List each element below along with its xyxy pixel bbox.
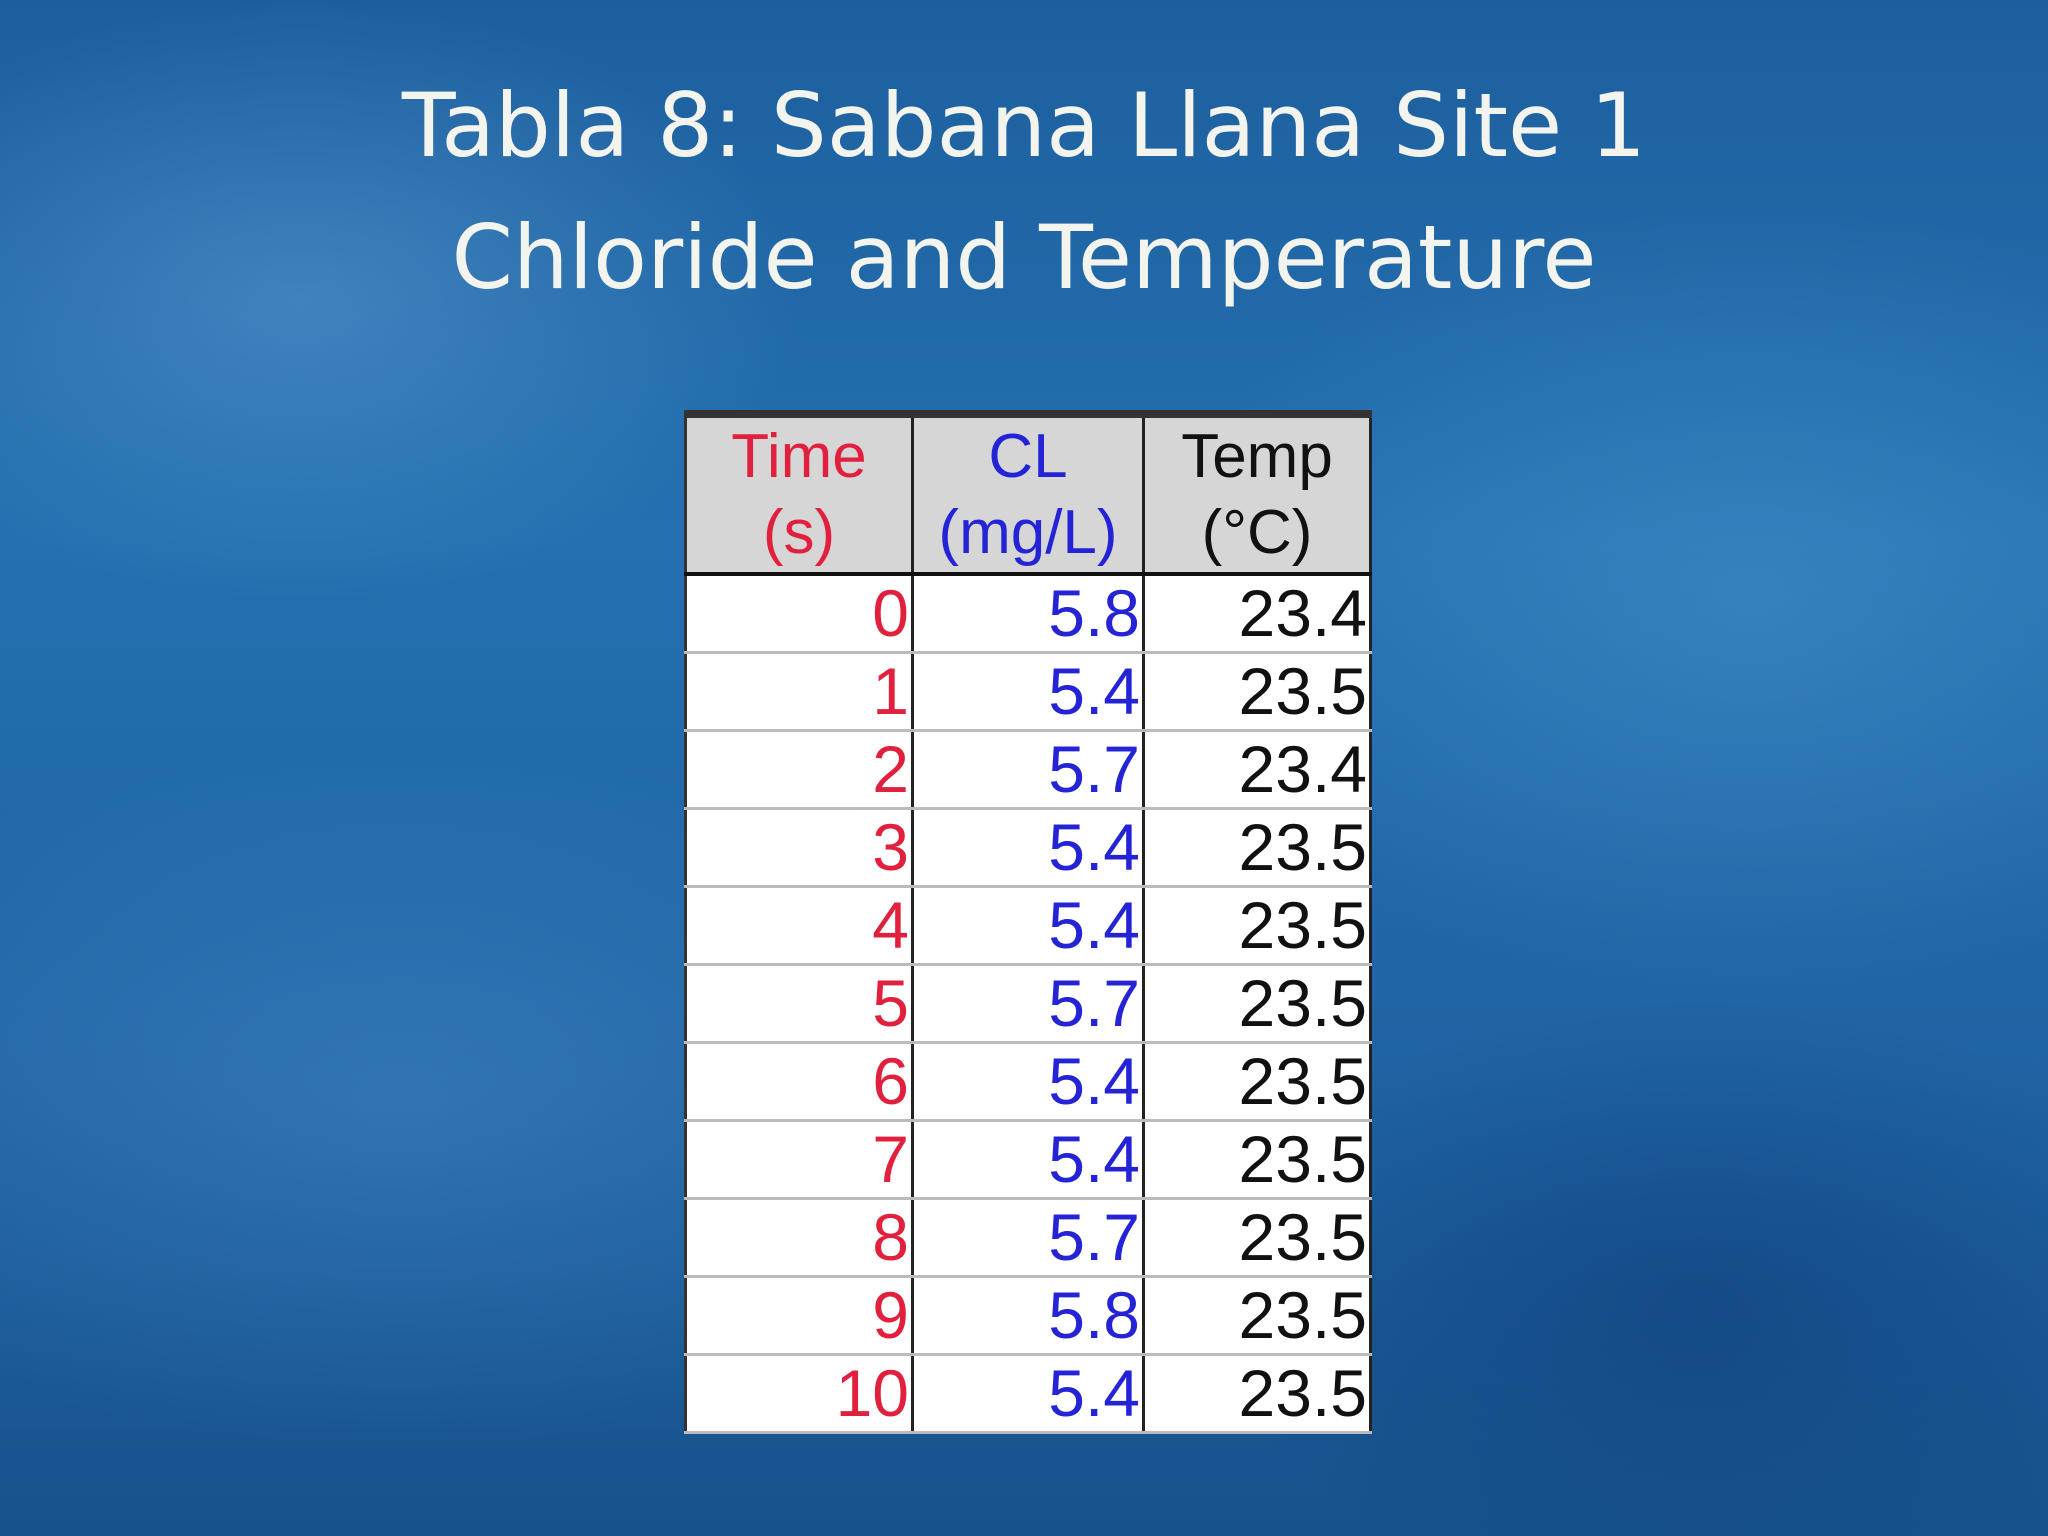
table-cell: 0 <box>685 574 914 654</box>
table-cell: 23.5 <box>1143 1276 1372 1356</box>
table-cell: 5.4 <box>912 652 1145 732</box>
table-cell: 9 <box>685 1276 914 1356</box>
title-line: Tabla 8: Sabana Llana Site 1 <box>401 74 1647 177</box>
header-text: CL <box>988 422 1068 491</box>
header-text: Temp <box>1181 422 1333 491</box>
header-text: (mg/L) <box>938 498 1118 567</box>
table-cell: 5.7 <box>912 730 1145 810</box>
header-cell: Temp (°C) <box>1143 414 1372 576</box>
table-cell: 23.5 <box>1143 652 1372 732</box>
header-text: Time <box>731 422 867 491</box>
table-row: 6 5.4 23.5 <box>685 1042 1372 1122</box>
table-cell: 5.4 <box>912 1120 1145 1200</box>
table-cell: 23.5 <box>1143 808 1372 888</box>
table-row: 9 5.8 23.5 <box>685 1276 1372 1356</box>
table-row: 3 5.4 23.5 <box>685 808 1372 888</box>
table-cell: 6 <box>685 1042 914 1122</box>
table-cell: 5.4 <box>912 886 1145 966</box>
table-row: 5 5.7 23.5 <box>685 964 1372 1044</box>
table-row: 8 5.7 23.5 <box>685 1198 1372 1278</box>
table-cell: 2 <box>685 730 914 810</box>
table-cell: 23.5 <box>1143 1354 1372 1434</box>
table-cell: 3 <box>685 808 914 888</box>
table-cell: 5 <box>685 964 914 1044</box>
table-row: 2 5.7 23.4 <box>685 730 1372 810</box>
table-row: 1 5.4 23.5 <box>685 652 1372 732</box>
table-cell: 23.5 <box>1143 1120 1372 1200</box>
table-cell: 4 <box>685 886 914 966</box>
table-cell: 23.5 <box>1143 964 1372 1044</box>
table-cell: 7 <box>685 1120 914 1200</box>
table-cell: 23.5 <box>1143 886 1372 966</box>
table-row: 10 5.4 23.5 <box>685 1354 1372 1434</box>
header-row: Time (s) CL (mg/L) Temp (°C) <box>685 414 1372 576</box>
table-row: 7 5.4 23.5 <box>685 1120 1372 1200</box>
table-cell: 5.7 <box>912 1198 1145 1278</box>
table-cell: 23.4 <box>1143 574 1372 654</box>
table-cell: 23.5 <box>1143 1042 1372 1122</box>
title-line: Chloride and Temperature <box>451 206 1597 309</box>
header-text: (s) <box>762 498 836 567</box>
table-cell: 5.8 <box>912 1276 1145 1356</box>
header-cell: Time (s) <box>685 414 914 576</box>
table-cell: 10 <box>685 1354 914 1434</box>
table-cell: 5.8 <box>912 574 1145 654</box>
table-row: 4 5.4 23.5 <box>685 886 1372 966</box>
header-text: (°C) <box>1201 498 1313 567</box>
table-cell: 5.4 <box>912 1042 1145 1122</box>
table-body: 0 5.8 23.4 1 5.4 23.5 2 5.7 23.4 3 5.4 23.5 4 5.4 23.5… <box>685 574 1372 1434</box>
table-row: 0 5.8 23.4 <box>685 574 1372 654</box>
table-cell: 8 <box>685 1198 914 1278</box>
data-table: Time (s) CL (mg/L) Temp (°C) 0 5.8 23.4 1 5.4 23.5… <box>684 410 1372 1434</box>
table-cell: 23.5 <box>1143 1198 1372 1278</box>
table-cell: 5.7 <box>912 964 1145 1044</box>
table-cell: 5.4 <box>912 808 1145 888</box>
table-cell: 23.4 <box>1143 730 1372 810</box>
table-cell: 1 <box>685 652 914 732</box>
header-cell: CL (mg/L) <box>912 414 1145 576</box>
table-cell: 5.4 <box>912 1354 1145 1434</box>
slide-title: Tabla 8: Sabana Llana Site 1 Chloride an… <box>0 60 2048 324</box>
